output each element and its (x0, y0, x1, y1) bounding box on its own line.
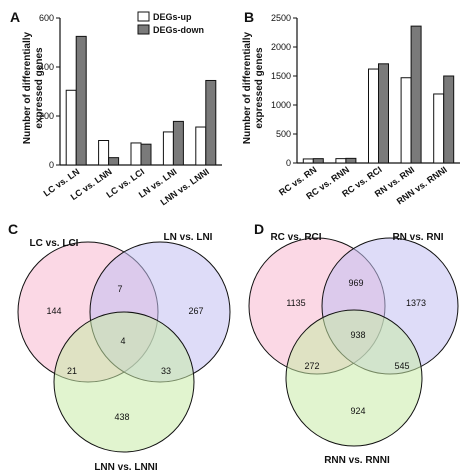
bar-degs-up (433, 93, 445, 164)
bar-degs-down (443, 75, 455, 164)
legend: DEGs-up DEGs-down (137, 11, 204, 35)
venn-circle-lnn-vs-lnni (53, 311, 195, 453)
panel-label-d: D (254, 221, 264, 237)
y-tick-label: 400 (39, 62, 54, 72)
y-tick-label: 0 (49, 160, 54, 170)
venn-diagram-c: LC vs. LCI LN vs. LNI LNN vs. LNNI 144 2… (17, 232, 231, 473)
y-tick-label: 1500 (271, 71, 291, 81)
bar-degs-up (400, 77, 412, 164)
venn-set-label-c: RNN vs. RNNI (324, 455, 390, 466)
bar-degs-down (312, 158, 324, 164)
venn-set-label-b: RN vs. RNI (392, 232, 443, 243)
y-axis-title-line-1: Number of differentially (22, 31, 33, 144)
y-tick-label: 1000 (271, 100, 291, 110)
legend-swatch-up (137, 11, 150, 22)
bar-degs-down (108, 157, 120, 166)
legend-label-up: DEGs-up (153, 12, 192, 22)
bar-degs-up (130, 142, 142, 166)
venn-region-c-only: 924 (350, 406, 365, 416)
legend-swatch-down (137, 24, 150, 35)
venn-set-label-b: LN vs. LNI (164, 232, 213, 243)
bar-degs-up (368, 68, 379, 164)
bar-degs-down (140, 143, 152, 166)
venn-set-label-a: RC vs. RCI (270, 232, 321, 243)
y-axis-title-line-2: expressed genes (254, 47, 265, 129)
bar-degs-down (410, 25, 422, 164)
bar-degs-up (65, 89, 77, 166)
y-tick-label: 200 (39, 111, 54, 121)
y-axis-title-line-1: Number of differentially (242, 31, 253, 144)
venn-region-abc: 938 (350, 330, 365, 340)
y-tick-label: 500 (276, 129, 291, 139)
venn-region-ac: 21 (67, 366, 77, 376)
venn-region-abc: 4 (120, 336, 125, 346)
venn-circle-rnn-vs-rnni (285, 309, 423, 447)
bar-degs-down (75, 35, 87, 166)
bar-degs-down (205, 79, 217, 166)
venn-region-c-only: 438 (114, 412, 129, 422)
venn-region-bc: 33 (161, 366, 171, 376)
bar-degs-down (172, 120, 184, 166)
panel-label-c: C (8, 221, 18, 237)
y-tick-label: 2000 (271, 42, 291, 52)
y-tick-label: 600 (39, 13, 54, 23)
y-tick-label: 0 (286, 158, 291, 168)
bar-degs-up (98, 140, 110, 166)
bar-chart-a: Number of differentially expressed genes… (22, 11, 222, 207)
venn-region-bc: 545 (394, 361, 409, 371)
venn-set-label-c: LNN vs. LNNI (94, 462, 158, 473)
bar-degs-up (302, 158, 314, 164)
venn-region-b-only: 267 (188, 306, 203, 316)
bar-degs-down (345, 157, 357, 164)
y-axis-title-line-2: expressed genes (34, 47, 45, 129)
venn-region-ab: 969 (348, 278, 363, 288)
panel-label-a: A (10, 9, 20, 25)
y-tick-label: 2500 (271, 13, 291, 23)
panel-label-b: B (244, 9, 254, 25)
bar-chart-b: Number of differentially expressed genes… (242, 13, 460, 206)
venn-region-ab: 7 (117, 284, 122, 294)
bar-degs-up (195, 126, 207, 166)
bar-degs-up (162, 131, 174, 166)
venn-region-b-only: 1373 (406, 298, 426, 308)
venn-set-label-a: LC vs. LCI (30, 238, 79, 249)
legend-label-down: DEGs-down (153, 25, 204, 35)
venn-region-ac: 272 (304, 361, 319, 371)
venn-region-a-only: 1135 (286, 298, 305, 308)
venn-diagram-d: RC vs. RCI RN vs. RNI RNN vs. RNNI 1135 … (248, 232, 459, 466)
bar-degs-up (335, 158, 347, 164)
venn-region-a-only: 144 (46, 306, 61, 316)
bar-degs-down (378, 63, 389, 164)
